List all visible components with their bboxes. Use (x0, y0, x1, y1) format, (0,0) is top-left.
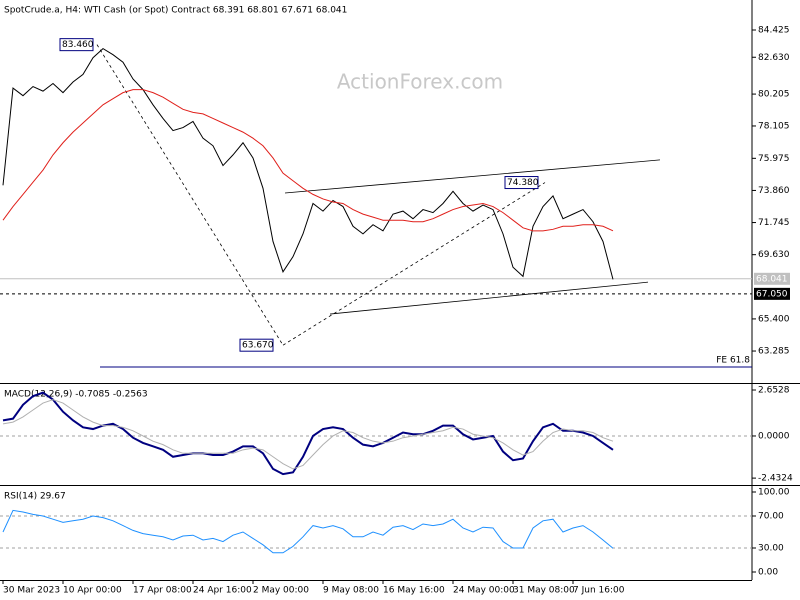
x-tick-label: 17 Apr 08:00 (133, 586, 192, 596)
annotation-box (239, 338, 274, 352)
x-tick-label: 10 Apr 00:00 (63, 586, 122, 596)
price-tag (754, 272, 790, 285)
price-tag (754, 287, 790, 300)
x-tick-label: 7 Jun 16:00 (573, 586, 625, 596)
series-line (2, 509, 614, 554)
annotation-label: 83.460 (62, 40, 94, 50)
annotation-box (59, 38, 94, 52)
fe-label: FE 61.8 (716, 356, 750, 366)
y-tick-label: 0.00 (758, 568, 778, 578)
annotation-label: 74.380 (507, 178, 539, 188)
y-tick-label: 82.630 (758, 53, 790, 63)
y-tick-label: 30.00 (758, 544, 784, 554)
price-tag-label: 68.041 (756, 274, 788, 284)
trendline (96, 44, 284, 346)
panel-title: SpotCrude.a, H4: WTI Cash (or Spot) Cont… (4, 6, 347, 16)
annotation-box (504, 176, 539, 190)
series-line (2, 399, 614, 470)
y-tick-label: 70.00 (758, 512, 784, 522)
trendline (329, 281, 649, 315)
y-tick-label: 84.425 (758, 25, 790, 35)
y-tick-label: 0.0000 (758, 431, 790, 441)
y-tick-label: 80.205 (758, 90, 790, 100)
x-tick-label: 31 May 08:00 (513, 586, 575, 596)
y-tick-label: 65.400 (758, 314, 790, 324)
y-tick-label: 71.745 (758, 218, 790, 228)
x-tick-label: 30 Mar 2023 (3, 586, 60, 596)
trendline (284, 159, 661, 194)
y-tick-label: 78.105 (758, 121, 790, 131)
y-tick-label: 100.00 (758, 488, 790, 498)
y-tick-label: -2.4324 (758, 474, 793, 484)
series-line (2, 89, 614, 232)
y-tick-label: 63.285 (758, 347, 790, 357)
panel-title: MACD(12,26,9) -0.7085 -0.2563 (4, 390, 148, 400)
x-tick-label: 16 May 16:00 (383, 586, 445, 596)
watermark: ActionForex.com (337, 70, 503, 94)
panel-title: RSI(14) 29.67 (4, 492, 66, 502)
y-tick-label: 75.975 (758, 154, 790, 164)
price-tag-label: 67.050 (756, 289, 788, 299)
annotation-label: 63.670 (242, 341, 274, 351)
series-line (2, 47, 614, 280)
x-tick-label: 2 May 00:00 (253, 586, 309, 596)
y-tick-label: 2.6528 (758, 386, 790, 396)
x-tick-label: 24 May 00:00 (453, 586, 515, 596)
y-tick-label: 69.630 (758, 250, 790, 260)
y-tick-label: 73.860 (758, 186, 790, 196)
x-tick-label: 24 Apr 16:00 (193, 586, 252, 596)
x-tick-label: 9 May 08:00 (323, 586, 379, 596)
